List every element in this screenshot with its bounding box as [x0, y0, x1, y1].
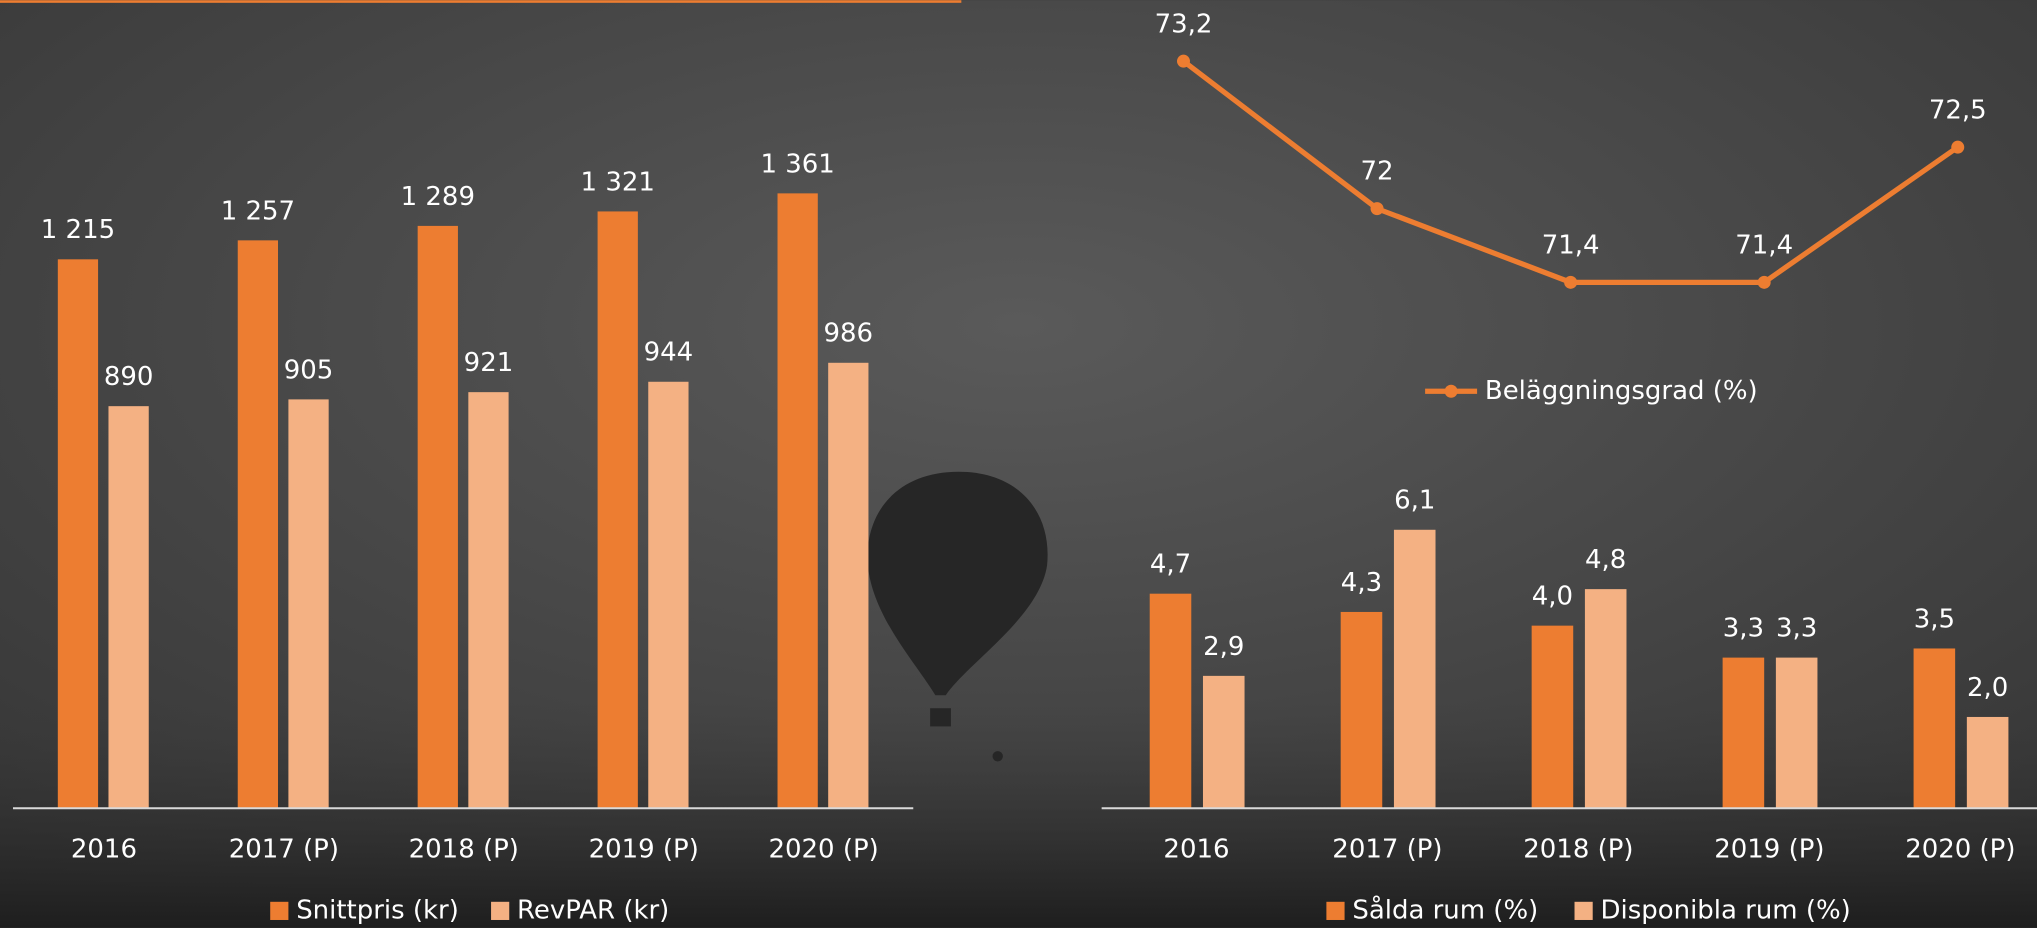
- bar: [1340, 611, 1383, 809]
- legend-marker: [1444, 384, 1458, 398]
- data-label: 1 257: [221, 196, 295, 226]
- data-label: 71,4: [1735, 230, 1793, 260]
- data-label: 4,0: [1532, 582, 1573, 612]
- bar: [1722, 657, 1765, 809]
- bar: [57, 259, 99, 809]
- legend-label: Snittpris (kr): [296, 895, 459, 925]
- legend-swatch: [491, 901, 510, 920]
- data-label: 6,1: [1394, 486, 1435, 516]
- x-tick-label: 2019 (P): [589, 834, 699, 864]
- x-tick-label: 2017 (P): [1332, 834, 1442, 864]
- data-label: 4,7: [1150, 550, 1191, 580]
- marker: [1757, 275, 1771, 289]
- ground: [0, 701, 2037, 928]
- marker: [1564, 275, 1578, 289]
- data-label: 4,8: [1585, 545, 1626, 575]
- data-label: 1 289: [401, 182, 475, 212]
- data-label: 73,2: [1155, 9, 1213, 39]
- x-tick-label: 2020 (P): [768, 834, 878, 864]
- bar: [237, 240, 279, 809]
- balloon: [867, 471, 1048, 762]
- data-label: 3,5: [1914, 604, 1955, 634]
- legend-swatch: [1326, 901, 1345, 920]
- marker: [1176, 54, 1190, 68]
- data-label: 905: [284, 355, 334, 385]
- top-rule: [0, 0, 962, 3]
- bar: [1531, 625, 1574, 809]
- data-label: 72: [1361, 157, 1394, 187]
- legend-label: Beläggningsgrad (%): [1485, 376, 1758, 406]
- data-label: 986: [824, 319, 874, 349]
- legend-swatch: [270, 901, 289, 920]
- x-tick-label: 2018 (P): [409, 834, 519, 864]
- legend-label: Disponibla rum (%): [1601, 895, 1851, 925]
- x-tick-label: 2016: [1163, 834, 1229, 864]
- bar: [417, 225, 458, 809]
- x-tick-label: 2019 (P): [1714, 834, 1824, 864]
- bar: [597, 211, 638, 809]
- marker: [1370, 202, 1384, 216]
- data-label: 3,3: [1776, 614, 1817, 644]
- bar: [108, 406, 149, 809]
- bar: [1149, 593, 1192, 809]
- data-label: 2,9: [1203, 632, 1244, 662]
- data-label: 72,5: [1929, 95, 1987, 125]
- data-label: 4,3: [1341, 568, 1382, 598]
- data-label: 944: [644, 338, 694, 368]
- bar: [468, 392, 509, 809]
- data-label: 890: [104, 362, 154, 392]
- bar: [1775, 657, 1818, 809]
- bar: [288, 399, 329, 809]
- x-tick-label: 2018 (P): [1523, 834, 1633, 864]
- data-label: 71,4: [1542, 230, 1600, 260]
- legend-swatch: [1574, 901, 1593, 920]
- x-tick-label: 2017 (P): [229, 834, 339, 864]
- data-label: 1 215: [41, 215, 115, 245]
- data-label: 1 361: [760, 149, 834, 179]
- legend-label: Sålda rum (%): [1352, 894, 1538, 925]
- legend-label: RevPAR (kr): [517, 895, 669, 925]
- data-label: 2,0: [1967, 673, 2008, 703]
- x-tick-label: 2016: [71, 834, 137, 864]
- bar: [648, 381, 689, 809]
- bar: [1913, 648, 1956, 809]
- bar: [1584, 589, 1627, 809]
- marker: [1951, 140, 1965, 154]
- bar: [828, 362, 869, 809]
- x-tick-label: 2020 (P): [1905, 834, 2015, 864]
- bar: [777, 193, 818, 809]
- data-label: 921: [464, 348, 514, 378]
- data-label: 1 321: [581, 167, 655, 197]
- bar: [1202, 675, 1245, 809]
- data-label: 3,3: [1723, 614, 1764, 644]
- bar: [1393, 529, 1436, 809]
- bar: [1966, 716, 2009, 809]
